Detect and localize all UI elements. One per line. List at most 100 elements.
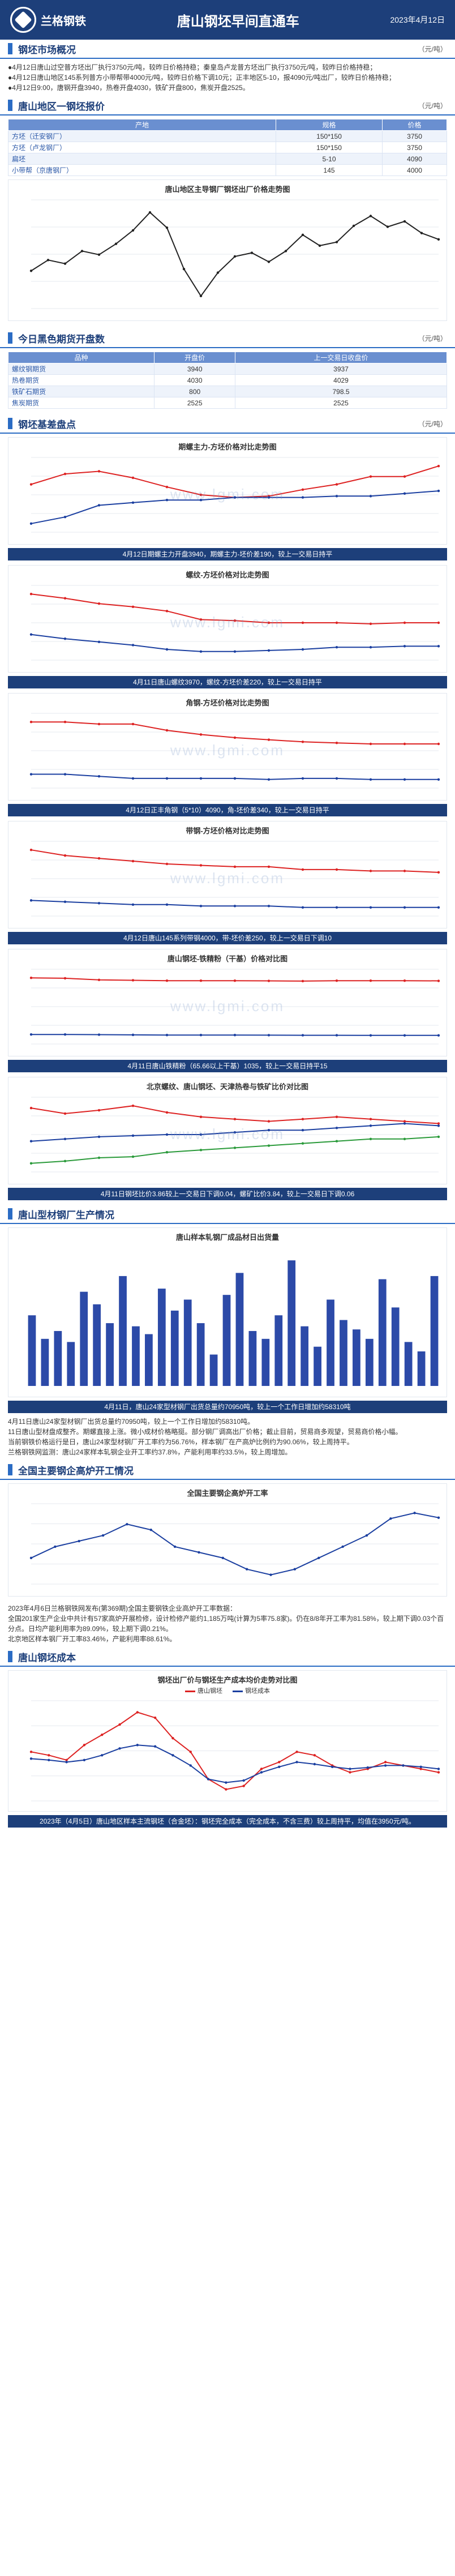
data-point [225,1781,227,1784]
production-text: 4月11日唐山24家型材钢厂出货总量约70950吨，较上一个工作日增加约5831… [8,1418,402,1456]
data-point [136,1711,139,1714]
data-point [48,1758,50,1761]
data-point [131,979,135,982]
brand-name: 兰格钢铁 [41,14,86,28]
bar [41,1338,49,1386]
table-row: 小带帮（京唐钢厂） 145 4000 [7,164,447,176]
data-point [318,244,321,247]
data-point [29,1757,33,1760]
data-point [165,485,169,489]
data-point [384,1761,387,1764]
data-point [369,646,372,649]
data-point [97,722,101,726]
chart-caption: 4月11日唐山铁精粉（65.66以上干基）1035，较上一交易日持平15 [8,1060,447,1072]
data-point [114,242,118,245]
data-point [349,1768,351,1770]
data-point [199,1149,203,1152]
data-point [267,778,271,781]
data-point [437,465,440,468]
data-point [29,1140,33,1142]
data-point [83,1758,86,1761]
data-point [269,1573,272,1576]
page-date: 2023年4月12日 [390,15,445,24]
table-row: 方坯（迁安钢厂） 150*150 3750 [7,130,447,142]
data-point [63,262,67,265]
data-point [317,1556,320,1560]
data-point [335,741,338,744]
data-point [97,470,101,473]
data-point [267,738,271,741]
data-point [437,742,440,746]
data-point [403,492,406,495]
data-point [335,621,338,624]
data-point [366,1766,369,1769]
data-point [63,597,67,600]
unit-label: （元/吨） [418,334,447,343]
national-text: 2023年4月6日兰格钢铁网发布(第369期)全国主要钢铁企业高炉开工率数据： … [8,1604,444,1643]
data-point [233,1146,237,1149]
data-point [301,741,304,743]
data-point [97,602,101,605]
data-point [131,644,135,647]
data-point [63,854,67,857]
chart-title: 角钢-方坯价格对比走势图 [186,699,269,707]
data-point [384,1764,387,1767]
chart-caption: 2023年（4月5日）唐山地区样本主流钢坯（合金坯）：钢坯完全成本（完全成本，不… [8,1815,447,1828]
data-point [63,977,67,980]
section-title: 今日黑色期货开盘数 [18,333,105,345]
data-point [29,1751,33,1753]
data-point [199,905,203,908]
data-point [165,862,169,866]
data-point [83,1744,86,1747]
bar [157,1289,166,1386]
data-point [63,773,67,776]
bar [54,1330,62,1386]
data-point [233,865,237,868]
bar [391,1307,400,1386]
data-point [171,1737,174,1740]
bar [106,1323,114,1386]
data-point [389,1517,392,1520]
data-point [63,637,67,640]
data-point [284,250,287,253]
data-point [29,977,33,979]
data-point [199,1034,203,1037]
chart-title: 期螺主力-方坯价格对比走势图 [178,443,277,451]
chart-svg [29,585,440,661]
data-point [97,1109,101,1112]
section-title: 钢坯基差盘点 [18,419,76,431]
data-point [267,865,271,868]
data-point [267,1120,271,1123]
data-point [29,1556,33,1560]
data-point [403,870,406,872]
section-quote: 唐山地区一钢坯报价 （元/吨） [0,96,455,115]
data-point [403,979,406,982]
data-point [369,1124,372,1127]
bar [93,1304,101,1386]
data-point [97,902,101,905]
data-point [295,1751,298,1753]
data-point [437,1124,440,1127]
data-point [403,1120,406,1123]
chart-title: 北京螺纹、唐山钢坯、天津热卷与铁矿比价对比图 [146,1082,308,1091]
data-point [403,778,406,781]
data-point [437,645,440,648]
data-point [198,1551,200,1554]
data-point [413,1512,416,1514]
data-point [65,1758,68,1761]
data-point [182,268,186,271]
data-point [301,648,304,651]
data-point [267,621,271,624]
section-title: 唐山地区一钢坯报价 [18,101,105,113]
data-point [369,870,372,872]
table-row: 扁坯 5-10 4090 [7,153,447,165]
chart-title: 唐山样本轧钢厂成品材日出货量 [175,1233,279,1242]
data-point [301,906,304,909]
data-point [97,253,101,256]
data-point [221,1556,225,1560]
data-point [199,618,203,621]
data-point [335,906,338,909]
data-point [267,1128,271,1132]
bar [209,1354,218,1386]
data-point [165,903,169,906]
